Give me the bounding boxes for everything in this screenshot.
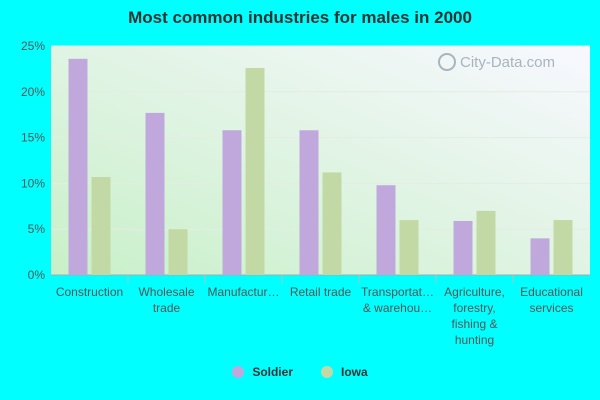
x-tick-label: Construction: [56, 285, 123, 299]
y-tick-label: 15%: [21, 131, 45, 145]
bar-soldier-5[interactable]: [453, 220, 473, 275]
legend-item-soldier: Soldier: [232, 365, 293, 379]
x-tick-label: Manufactur…: [207, 285, 279, 299]
y-tick-label: 5%: [28, 222, 46, 236]
y-tick-label: 10%: [21, 176, 45, 190]
legend-item-iowa: Iowa: [321, 365, 368, 379]
watermark: City-Data.com: [438, 53, 555, 71]
bar-iowa-6[interactable]: [553, 220, 573, 275]
bar-soldier-0[interactable]: [68, 58, 88, 275]
watermark-text: City-Data.com: [460, 53, 556, 71]
bar-iowa-4[interactable]: [399, 220, 419, 275]
bar-soldier-2[interactable]: [222, 130, 242, 275]
y-tick-label: 20%: [21, 85, 45, 99]
bar-iowa-1[interactable]: [168, 229, 188, 275]
x-tick-label: Educational services: [520, 285, 583, 315]
bar-soldier-6[interactable]: [530, 238, 550, 275]
bar-soldier-3[interactable]: [299, 130, 319, 275]
x-tick-label: Agriculture, forestry, fishing & hunting: [444, 285, 505, 347]
legend-label-soldier: Soldier: [252, 365, 293, 379]
bar-iowa-3[interactable]: [322, 172, 342, 275]
bar-iowa-5[interactable]: [476, 210, 496, 275]
bar-soldier-4[interactable]: [376, 185, 396, 275]
bar-iowa-2[interactable]: [245, 67, 265, 275]
y-tick-label: 25%: [21, 39, 45, 53]
legend-swatch-soldier: [232, 366, 245, 378]
y-tick-label: 0%: [28, 268, 46, 282]
legend: Soldier Iowa: [0, 365, 600, 379]
plot-area: [51, 46, 590, 275]
bar-iowa-0[interactable]: [91, 176, 111, 275]
legend-swatch-iowa: [321, 366, 333, 378]
bar-soldier-1[interactable]: [145, 112, 165, 275]
x-tick-label: Retail trade: [290, 285, 352, 299]
chart-title: Most common industries for males in 2000: [128, 8, 472, 27]
search-icon: [438, 53, 456, 71]
x-tick-label: Wholesale trade: [138, 285, 194, 315]
x-tick-label: Transportat… & warehou…: [361, 285, 434, 315]
legend-label-iowa: Iowa: [341, 365, 368, 379]
